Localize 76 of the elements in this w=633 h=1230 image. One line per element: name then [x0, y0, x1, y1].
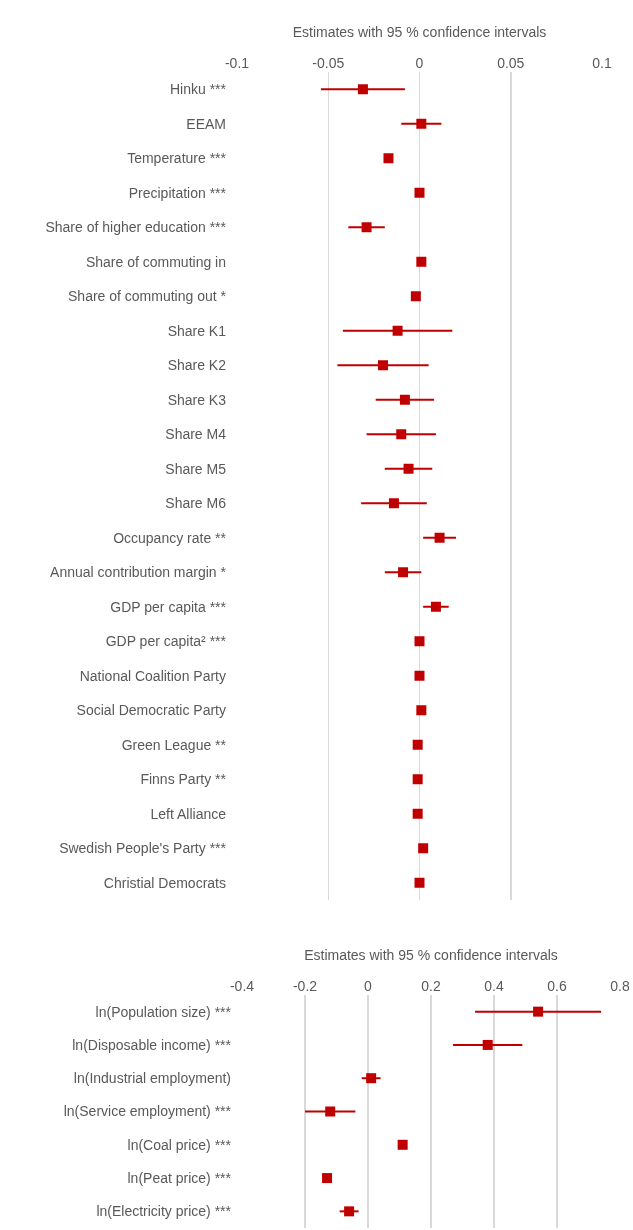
y-tick-label: Christial Democrats: [103, 874, 226, 891]
point: [392, 325, 403, 336]
y-tick-label: Share K1: [167, 322, 227, 339]
y-tick-label: Share of commuting out *: [68, 288, 227, 305]
point: [325, 1106, 336, 1117]
y-tick-label: Temperature ***: [127, 150, 227, 167]
x-tick-label: -0.1: [224, 55, 250, 72]
point: [416, 256, 427, 267]
point: [388, 498, 399, 509]
point: [414, 187, 425, 198]
x-tick-label: -0.4: [229, 978, 255, 995]
point: [414, 636, 425, 647]
point: [412, 774, 423, 785]
point: [412, 739, 423, 750]
y-tick-label: Hinku ***: [169, 81, 227, 98]
y-tick-label: ln(Industrial employment): [73, 1070, 231, 1087]
point: [412, 808, 423, 819]
point: [344, 1206, 355, 1217]
y-tick-label: Share M5: [165, 460, 227, 477]
point: [414, 877, 425, 888]
y-tick-label: ln(Electricity price) ***: [96, 1203, 232, 1220]
point: [366, 1073, 377, 1084]
point: [397, 1139, 408, 1150]
x-tick-label: 0.1: [592, 55, 612, 72]
x-tick-label: 0.4: [484, 978, 504, 995]
y-tick-label: ln(Service employment) ***: [63, 1103, 232, 1120]
x-tick-label: -0.05: [312, 55, 345, 72]
point: [398, 567, 409, 578]
y-tick-label: Precipitation ***: [128, 184, 227, 201]
y-tick-label: Share M4: [165, 426, 227, 443]
point: [378, 360, 388, 371]
y-tick-label: Share of higher education ***: [45, 219, 227, 236]
x-tick-label: 0.05: [497, 55, 525, 72]
y-tick-label: ln(Peat price) ***: [127, 1169, 232, 1186]
y-tick-label: EEAM: [186, 115, 226, 132]
y-tick-label: Share M6: [165, 495, 227, 512]
y-tick-label: Share of commuting in: [85, 253, 226, 270]
point: [383, 153, 394, 164]
point: [418, 843, 429, 854]
point: [322, 1173, 333, 1184]
y-tick-label: Finns Party **: [140, 771, 227, 788]
x-axis-title: Estimates with 95 % confidence intervals: [304, 946, 558, 963]
y-tick-label: Social Democratic Party: [76, 702, 226, 719]
y-tick-label: Green League **: [121, 736, 227, 753]
x-tick-label: 0.2: [421, 978, 441, 995]
x-axis-title: Estimates with 95 % confidence intervals: [292, 23, 547, 40]
point: [482, 1039, 493, 1050]
point: [410, 291, 421, 302]
y-tick-label: Occupancy rate **: [113, 529, 227, 546]
x-tick-label: 0.6: [547, 978, 567, 995]
point: [430, 601, 441, 612]
point: [357, 84, 368, 95]
point: [533, 1006, 544, 1017]
point: [414, 670, 425, 681]
point: [416, 705, 427, 716]
y-tick-label: ln(Population size) ***: [95, 1003, 232, 1020]
point: [399, 394, 410, 405]
y-tick-label: GDP per capita² ***: [105, 633, 227, 650]
y-tick-label: Left Alliance: [150, 805, 227, 822]
point: [434, 532, 445, 543]
y-tick-label: Share K2: [167, 357, 227, 374]
y-tick-label: Share K3: [167, 391, 227, 408]
x-tick-label: 0.8: [610, 978, 630, 995]
y-tick-label: GDP per capita ***: [110, 598, 227, 615]
point: [416, 118, 427, 129]
x-tick-label: 0: [415, 55, 424, 72]
y-tick-label: Swedish People's Party ***: [59, 840, 227, 857]
x-tick-label: 0: [364, 978, 373, 995]
y-tick-label: National Coalition Party: [79, 667, 226, 684]
point: [403, 463, 414, 474]
point: [361, 222, 372, 233]
x-tick-label: -0.2: [292, 978, 318, 995]
y-tick-label: Annual contribution margin *: [50, 564, 227, 581]
point: [396, 429, 407, 440]
y-tick-label: ln(Disposable income) ***: [72, 1036, 232, 1053]
y-tick-label: ln(Coal price) ***: [127, 1136, 232, 1153]
